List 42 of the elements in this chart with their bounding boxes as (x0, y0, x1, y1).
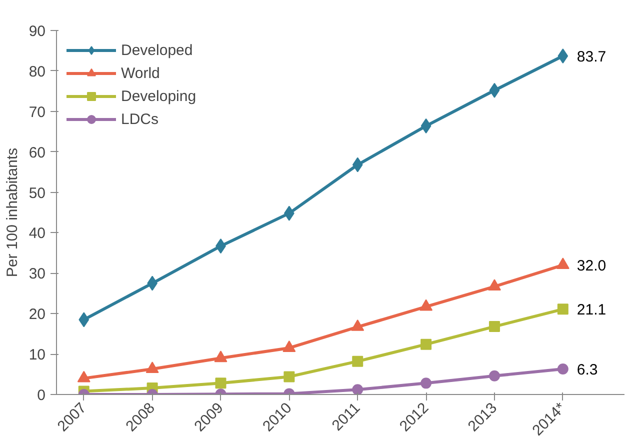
legend-label: Developed (121, 42, 193, 58)
data-label: 83.7 (576, 48, 606, 66)
y-tick-label: 50 (28, 184, 46, 202)
point (488, 279, 501, 290)
point (557, 364, 568, 375)
point (352, 157, 363, 172)
y-axis-title: Per 100 inhabitants (4, 148, 21, 278)
point (557, 304, 568, 315)
point (284, 371, 295, 382)
y-tick-label: 90 (28, 23, 46, 40)
legend-label: LDCs (121, 110, 159, 128)
point (420, 299, 433, 311)
point (420, 378, 432, 389)
y-tick-label: 10 (28, 346, 46, 364)
data-label: 32.0 (576, 258, 606, 275)
y-tick-label: 30 (28, 266, 46, 283)
point (351, 320, 364, 331)
point (78, 312, 90, 328)
point (489, 82, 500, 98)
y-tick-label: 60 (28, 144, 46, 162)
point (488, 321, 500, 332)
point (215, 378, 226, 389)
legend-label: World (121, 64, 160, 82)
point (146, 362, 159, 373)
point (352, 384, 364, 394)
point (488, 370, 500, 382)
y-tick-label: 70 (28, 104, 46, 121)
legend-label: Developing (121, 88, 196, 104)
y-tick-label: 40 (28, 225, 46, 242)
point (558, 48, 568, 64)
y-tick-label: 80 (28, 63, 46, 80)
point (420, 338, 432, 350)
data-label: 6.3 (576, 362, 598, 379)
point (352, 356, 364, 367)
data-label: 21.1 (576, 302, 606, 319)
point (556, 258, 570, 270)
y-tick-label: 20 (28, 306, 46, 324)
y-tick-label: 0 (37, 387, 46, 404)
point (214, 350, 228, 362)
point (420, 118, 432, 134)
point (77, 370, 90, 382)
point (282, 340, 296, 352)
